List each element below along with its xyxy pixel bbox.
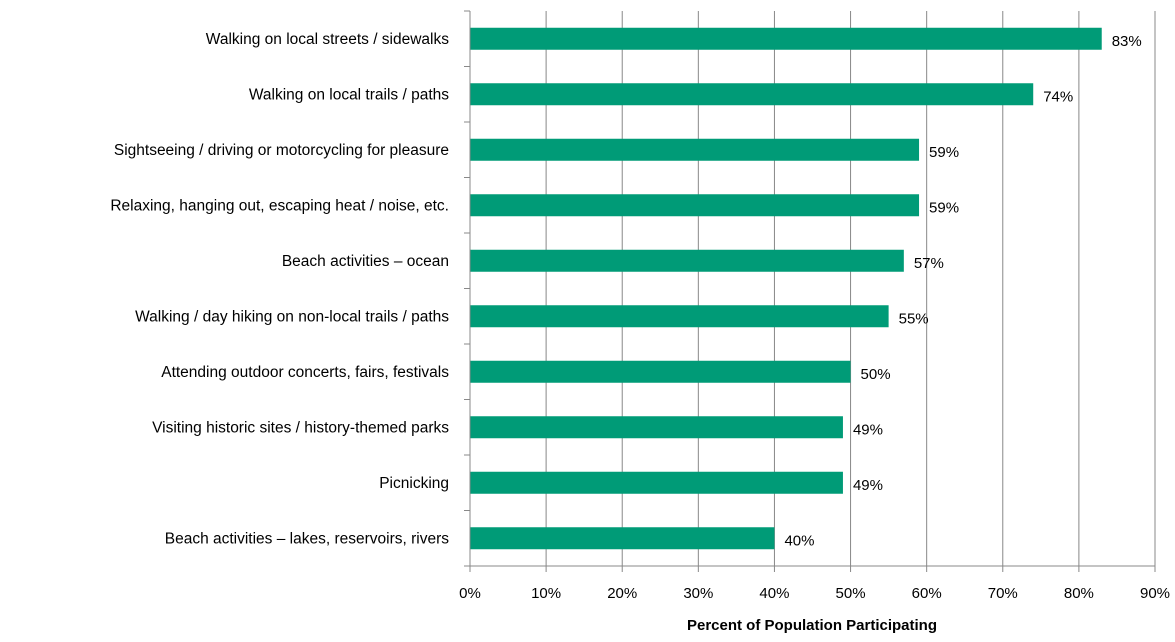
- data-label: 49%: [853, 421, 883, 438]
- bar: [470, 138, 920, 161]
- data-label: 57%: [914, 255, 944, 272]
- x-tick-label: 70%: [988, 585, 1018, 602]
- data-label: 59%: [929, 199, 959, 216]
- value-labels: 83% 74% 59% 59% 57% 55% 50% 49% 49% 40%: [784, 33, 1141, 550]
- bar: [470, 27, 1102, 50]
- category-label: Sightseeing / driving or motorcycling fo…: [114, 142, 449, 159]
- data-label: 49%: [853, 477, 883, 494]
- x-tick-label: 80%: [1064, 585, 1094, 602]
- bar: [470, 194, 920, 217]
- x-tick-label: 90%: [1140, 585, 1170, 602]
- category-label: Beach activities – ocean: [282, 253, 449, 270]
- axes: [464, 10, 1156, 572]
- x-tick-label: 50%: [836, 585, 866, 602]
- category-label: Picnicking: [379, 475, 449, 492]
- category-label: Attending outdoor concerts, fairs, festi…: [161, 364, 449, 381]
- bar: [470, 305, 889, 328]
- bar: [470, 416, 843, 439]
- bar: [470, 83, 1034, 106]
- x-axis-title: Percent of Population Participating: [687, 617, 937, 634]
- category-label: Visiting historic sites / history-themed…: [152, 419, 449, 436]
- category-label: Walking on local streets / sidewalks: [206, 31, 449, 48]
- x-tick-label: 30%: [683, 585, 713, 602]
- bar: [470, 360, 851, 383]
- bars: [470, 27, 1102, 550]
- category-labels: Walking on local streets / sidewalks Walk…: [110, 31, 449, 548]
- x-tick-labels: 0% 10% 20% 30% 40% 50% 60% 70% 80% 90%: [459, 585, 1170, 602]
- category-label: Beach activities – lakes, reservoirs, ri…: [165, 530, 450, 547]
- data-label: 50%: [861, 366, 891, 383]
- data-label: 59%: [929, 144, 959, 161]
- x-tick-label: 60%: [912, 585, 942, 602]
- category-label: Walking / day hiking on non-local trails…: [135, 308, 449, 325]
- x-tick-label: 0%: [459, 585, 481, 602]
- category-label: Walking on local trails / paths: [249, 86, 449, 103]
- x-tick-label: 40%: [759, 585, 789, 602]
- category-label: Relaxing, hanging out, escaping heat / n…: [110, 197, 449, 214]
- bar: [470, 527, 775, 550]
- bar: [470, 471, 843, 494]
- data-label: 83%: [1112, 33, 1142, 50]
- data-label: 40%: [784, 532, 814, 549]
- x-tick-label: 10%: [531, 585, 561, 602]
- x-tick-label: 20%: [607, 585, 637, 602]
- bar: [470, 249, 904, 272]
- data-label: 74%: [1043, 88, 1073, 105]
- data-label: 55%: [899, 310, 929, 327]
